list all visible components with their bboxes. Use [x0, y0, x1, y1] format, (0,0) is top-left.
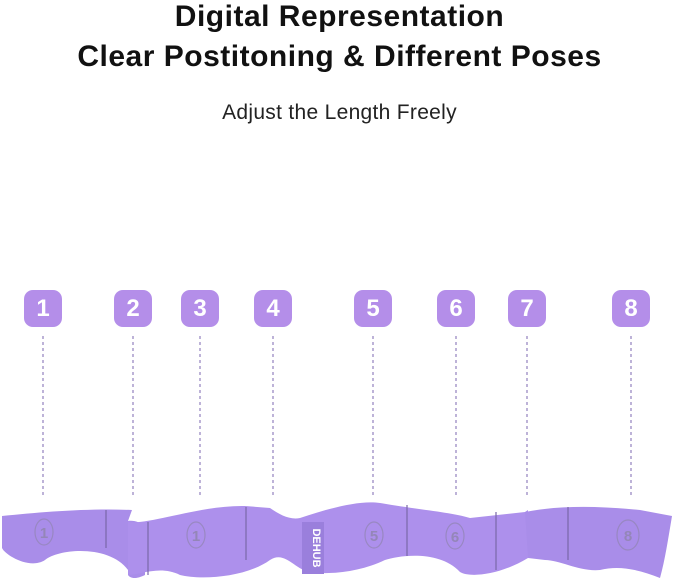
band-number-8: 8: [624, 528, 632, 545]
marker-badge-1: 1: [24, 290, 62, 327]
marker-badge-7: 7: [508, 290, 546, 327]
marker-badge-5: 5: [354, 290, 392, 327]
resistance-band: DEHUB 1 1 5 6 8: [2, 502, 672, 579]
marker-badge-2: 2: [114, 290, 152, 327]
marker-badge-3: 3: [181, 290, 219, 327]
marker-badge-4: 4: [254, 290, 292, 327]
heading-line-1: Digital Representation: [174, 0, 505, 33]
brand-label: [302, 522, 324, 574]
marker-badge-8: 8: [612, 290, 650, 327]
subtitle: Adjust the Length Freely: [222, 101, 457, 124]
marker-badge-6: 6: [437, 290, 475, 327]
band-number-5: 5: [370, 528, 378, 545]
heading-line-2: Clear Postitoning & Different Poses: [77, 40, 602, 73]
band-number-1: 1: [40, 525, 48, 542]
brand-text: DEHUB: [310, 528, 322, 567]
guide-lines: [42, 336, 632, 498]
band-number-3: 1: [192, 528, 200, 545]
band-number-6: 6: [451, 529, 459, 546]
